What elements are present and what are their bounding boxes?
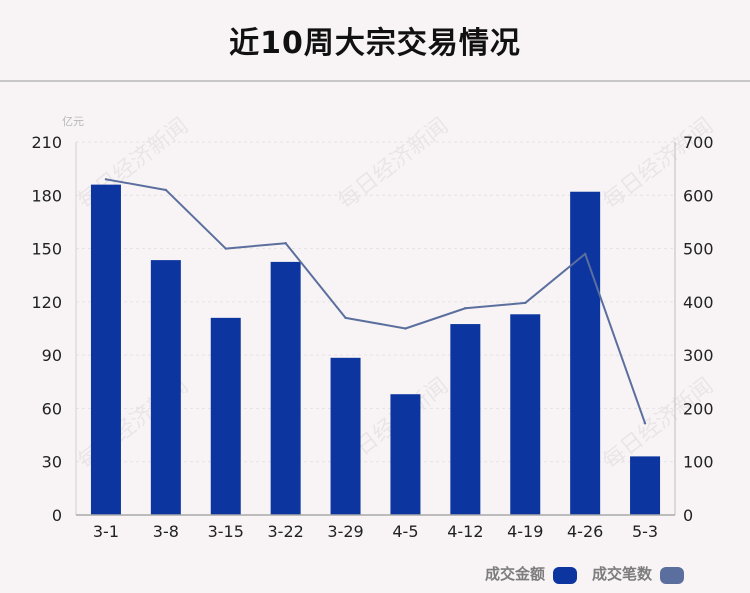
bar [390,394,421,515]
bar [450,324,481,515]
right-axis-tick-label: 400 [683,293,714,312]
left-axis-tick-label: 120 [31,293,62,312]
right-axis-tick-label: 100 [683,453,714,472]
category-tick-label: 4-5 [392,522,418,541]
left-axis-tick-label: 60 [42,399,62,418]
right-axis-tick-label: 500 [683,240,714,259]
line-point [104,178,108,181]
line-point [524,301,527,305]
bar [630,456,661,515]
legend-line-swatch [660,567,684,584]
category-tick-label: 3-15 [208,522,244,541]
line-point [404,327,407,330]
legend-line-label: 成交笔数 [592,565,653,583]
right-axis-tick-label: 300 [683,346,714,365]
bar [210,317,241,515]
left-axis-tick-label: 0 [52,506,62,525]
bar [510,314,541,515]
bar [270,261,301,515]
left-axis-unit: 亿元 [62,115,84,128]
category-tick-label: 3-29 [327,522,363,541]
line-point [344,316,347,320]
category-tick-label: 4-19 [507,522,543,541]
legend-bar-swatch [553,567,577,584]
line-point [224,247,227,250]
left-axis-tick-label: 180 [31,186,62,205]
legend-bar-label: 成交金额 [485,565,546,583]
header: 近10周大宗交易情况 [0,0,750,82]
right-axis-tick-label: 0 [683,506,693,525]
left-axis-tick-label: 210 [31,133,62,152]
left-axis-tick-label: 90 [42,346,62,365]
left-axis-tick-label: 30 [42,453,62,472]
bar [570,191,601,515]
category-tick-label: 5-3 [632,522,658,541]
bar [330,357,361,515]
left-axis-tick-label: 150 [31,240,62,259]
line-point [164,188,168,192]
right-axis-tick-label: 200 [683,399,714,418]
line-point [643,422,647,425]
bar [150,260,181,515]
chart-title: 近10周大宗交易情况 [229,26,521,61]
line-point [583,252,587,256]
category-tick-label: 3-22 [267,522,303,541]
category-tick-label: 4-12 [447,522,483,541]
category-tick-label: 4-26 [567,522,603,541]
right-axis-tick-label: 600 [683,186,714,205]
line-series [105,178,646,424]
right-axis-tick-label: 700 [683,133,714,152]
category-tick-label: 3-1 [93,522,119,541]
category-tick-label: 3-8 [153,522,179,541]
bar [90,184,121,515]
line-point [464,307,467,310]
line-point [284,242,287,245]
